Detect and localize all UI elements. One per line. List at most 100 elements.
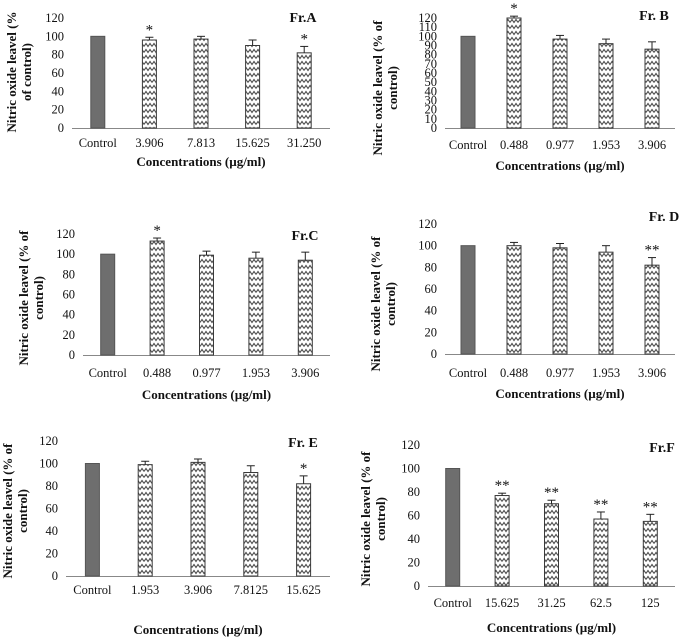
panel-title: Fr. D	[649, 210, 680, 225]
error-bar	[301, 251, 310, 261]
svg-text:Nitric oxide leavel (% ofcontr: Nitric oxide leavel (% ofcontrol)	[16, 230, 46, 366]
error-bar	[498, 492, 507, 496]
x-tick-label: 0.977	[546, 138, 574, 152]
x-tick-label: Control	[79, 136, 118, 150]
svg-text:Nitric oxide leavel (% ofcontr: Nitric oxide leavel (% ofcontrol)	[370, 20, 400, 156]
y-tick-label: 120	[39, 434, 58, 448]
error-bar	[602, 38, 610, 44]
y-tick-label: 40	[52, 84, 65, 98]
x-tick-label: 3.906	[291, 366, 319, 380]
y-axis-title: Nitric oxide leavel (% ofcontrol)	[0, 443, 30, 579]
bar-1.953	[598, 251, 614, 355]
bar-3.906	[190, 461, 206, 577]
y-tick-label: 20	[63, 328, 76, 342]
bar-15.625	[494, 495, 510, 587]
error-bar	[547, 499, 556, 504]
significance-marker: **	[544, 485, 559, 501]
y-axis-title: Nitric oxide leavel (% ofcontrol)	[358, 451, 388, 587]
x-tick-label: 15.625	[286, 583, 320, 597]
bar-7.813	[193, 38, 209, 129]
svg-text:Nitric oxide leavel (% ofcontr: Nitric oxide leavel (% ofcontrol)	[0, 443, 30, 579]
chart-svg: 0 20 40 60 80 100 120 Control 1.953 3.906 7.8125 * 1…	[0, 434, 330, 637]
y-tick-label: 120	[418, 11, 437, 25]
error-bar	[300, 45, 309, 53]
error-bar	[248, 39, 257, 46]
x-tick-label: 0.488	[500, 366, 528, 380]
significance-marker: *	[300, 461, 308, 477]
bar-0.488	[506, 17, 522, 129]
y-tick-label: 40	[63, 308, 76, 322]
error-bar	[153, 237, 162, 242]
x-tick-label: 31.250	[287, 136, 321, 150]
y-tick-label: 40	[408, 532, 421, 546]
error-bar	[556, 243, 564, 248]
y-tick-label: 100	[56, 247, 75, 261]
error-bar	[141, 460, 150, 465]
bar-3.906	[141, 39, 157, 129]
significance-marker: **	[495, 478, 510, 494]
y-tick-label: 80	[63, 267, 76, 281]
bar-125	[642, 520, 658, 587]
x-tick-label: 0.977	[546, 366, 574, 380]
y-tick-label: 0	[69, 348, 75, 362]
x-tick-label: 7.8125	[234, 583, 268, 597]
panel-title: Fr. B	[639, 9, 669, 24]
x-tick-label: 1.953	[592, 138, 620, 152]
x-tick-label: 0.488	[500, 138, 528, 152]
bar-0.488	[506, 245, 522, 355]
bar-control	[445, 468, 461, 587]
svg-text:Nitric oxide leavel (% ofcontr: Nitric oxide leavel (% ofcontrol)	[358, 451, 388, 587]
bar-31.25	[544, 503, 559, 587]
bar-1.953	[137, 464, 153, 577]
x-tick-label: 7.813	[187, 136, 215, 150]
significance-marker: *	[146, 22, 154, 38]
x-tick-label: 0.977	[192, 366, 220, 380]
x-tick-label: 62.5	[590, 596, 612, 610]
error-bar	[646, 513, 655, 522]
error-bar	[251, 251, 260, 259]
error-bar	[145, 36, 154, 40]
bar-0.977	[552, 247, 568, 355]
x-tick-label: 1.953	[131, 583, 159, 597]
y-tick-label: 70	[425, 57, 438, 71]
x-tick-label: 3.906	[638, 138, 666, 152]
chart-svg: 0 20 40 60 80 100 120 Control * 0.488 0.977 1.953 3.…	[16, 223, 330, 402]
bar-0.977	[199, 254, 214, 356]
chart-panel-5: 0 20 40 60 80 100 120 Control 1.953 3.906 7.8125 * 1…	[0, 425, 340, 638]
x-axis-title: Concentrations (µg/ml)	[487, 620, 616, 635]
bar-0.488	[149, 240, 165, 356]
bar-15.625	[245, 45, 261, 129]
x-tick-label: 3.906	[638, 366, 666, 380]
x-tick-label: 1.953	[592, 366, 620, 380]
error-bar	[556, 34, 564, 40]
y-tick-label: 0	[431, 121, 437, 135]
significance-marker: **	[593, 497, 608, 513]
y-tick-label: 60	[63, 288, 76, 302]
y-tick-label: 40	[425, 84, 438, 98]
significance-marker: **	[645, 243, 660, 259]
panel-title: Fr.C	[291, 229, 318, 244]
y-tick-label: 80	[408, 485, 421, 499]
y-tick-label: 50	[425, 75, 438, 89]
bar-3.906	[644, 264, 660, 355]
y-axis-title: Nitric oxide leavel (% ofcontrol)	[16, 230, 46, 366]
x-axis-title: Concentrations (µg/ml)	[136, 154, 265, 169]
bar-15.625	[296, 483, 312, 577]
significance-marker: *	[153, 223, 161, 239]
bar-control	[460, 35, 476, 129]
y-tick-label: 60	[52, 66, 65, 80]
y-tick-label: 20	[52, 103, 65, 117]
bar-1.953	[248, 257, 264, 356]
x-tick-label: Control	[449, 366, 488, 380]
y-tick-label: 60	[425, 66, 438, 80]
x-tick-label: 125	[641, 596, 660, 610]
error-bar	[246, 465, 255, 473]
y-tick-label: 0	[414, 579, 420, 593]
y-tick-label: 100	[45, 29, 64, 43]
y-tick-label: 100	[418, 239, 437, 253]
chart-svg: 0 20 40 60 80 100 120 Control * 3.906 7.813 15.625 *…	[4, 11, 330, 169]
x-tick-label: 0.488	[143, 366, 171, 380]
bar-3.906	[644, 48, 660, 129]
svg-text:Nitric oxide leavel (%of contr: Nitric oxide leavel (%of control)	[4, 12, 34, 133]
y-tick-label: 120	[401, 438, 420, 452]
